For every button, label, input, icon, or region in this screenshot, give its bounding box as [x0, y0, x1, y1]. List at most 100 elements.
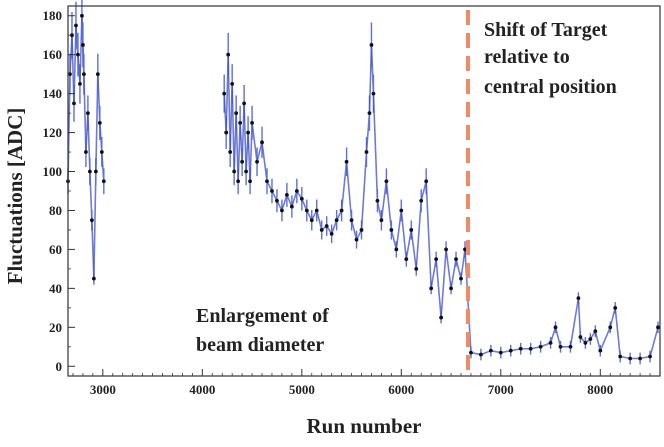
- series-segment: [350, 220, 358, 240]
- data-point: [593, 329, 598, 334]
- data-point: [656, 325, 660, 330]
- y-tick-label: 40: [49, 281, 62, 296]
- series-segment: [440, 249, 447, 318]
- data-point: [76, 52, 80, 57]
- data-point: [588, 337, 593, 341]
- data-point: [613, 305, 618, 310]
- data-point: [359, 228, 364, 232]
- data-point: [429, 286, 434, 291]
- x-tick-label: 4000: [189, 382, 215, 397]
- data-point: [558, 344, 563, 349]
- series-segment: [599, 327, 611, 351]
- y-tick-label: 120: [43, 125, 63, 140]
- data-point: [234, 111, 239, 116]
- data-point: [498, 350, 503, 355]
- series-segment: [554, 327, 562, 347]
- series-segment: [345, 161, 353, 221]
- data-point: [578, 335, 583, 339]
- data-point: [236, 179, 241, 184]
- data-point: [424, 179, 429, 184]
- data-point: [628, 356, 633, 361]
- series-segment: [649, 327, 659, 357]
- data-point: [414, 266, 419, 271]
- x-tick-label: 3000: [90, 382, 116, 397]
- data-point: [270, 189, 274, 193]
- series-segment: [455, 258, 462, 279]
- data-point: [371, 91, 376, 96]
- data-point: [289, 204, 294, 209]
- y-tick-label: 180: [43, 8, 63, 23]
- data-point: [379, 218, 384, 223]
- data-point: [583, 340, 588, 345]
- data-point: [280, 208, 284, 213]
- data-point: [101, 179, 106, 184]
- data-point: [434, 257, 439, 262]
- series-segment: [291, 190, 298, 207]
- data-point: [80, 13, 84, 18]
- series-segment: [372, 93, 379, 201]
- x-axis-label: Run number: [307, 414, 422, 438]
- series-segment: [609, 307, 617, 328]
- series-segment: [385, 181, 393, 231]
- y-tick-label: 0: [56, 359, 63, 374]
- series-segment: [577, 298, 582, 338]
- annotation-enlargement-line1: Enlargement of: [196, 305, 329, 327]
- data-point: [419, 198, 424, 203]
- data-point: [224, 130, 229, 135]
- data-point: [479, 352, 483, 357]
- data-point: [275, 198, 279, 203]
- data-point: [230, 81, 235, 86]
- data-point: [459, 276, 463, 281]
- data-point: [260, 140, 264, 145]
- series-segment: [231, 83, 235, 172]
- data-point: [294, 189, 299, 193]
- data-point: [375, 198, 380, 203]
- y-axis-ticks: 0 20 40 60 80 100 120 140 160 180: [43, 8, 75, 374]
- data-point: [309, 218, 314, 223]
- series-segment: [569, 297, 580, 347]
- data-point: [81, 43, 85, 47]
- data-point: [97, 120, 102, 125]
- series-segment: [286, 194, 293, 207]
- data-point: [319, 228, 324, 232]
- data-point: [369, 43, 374, 47]
- series-segment: [410, 229, 418, 269]
- data-point: [248, 179, 252, 184]
- data-point: [304, 208, 309, 213]
- data-point: [404, 257, 409, 262]
- data-point: [394, 247, 399, 252]
- series-segment: [301, 198, 308, 211]
- data-point: [99, 150, 104, 154]
- series-segment: [435, 259, 442, 318]
- series-segment: [420, 181, 427, 201]
- data-point: [84, 150, 88, 154]
- data-point: [618, 354, 623, 359]
- data-point: [91, 276, 96, 281]
- series-segment: [614, 307, 621, 357]
- x-tick-label: 5000: [289, 382, 315, 397]
- data-point: [238, 120, 243, 125]
- data-point: [444, 247, 448, 252]
- series-segment: [395, 210, 403, 250]
- data-points: [66, 0, 660, 365]
- data-point: [329, 231, 334, 236]
- data-point: [528, 346, 533, 351]
- series-segment: [340, 161, 348, 211]
- annotation-shift-line3: central position: [484, 76, 617, 98]
- data-point: [74, 23, 78, 28]
- data-point: [409, 228, 414, 232]
- data-point: [255, 159, 259, 164]
- data-point: [284, 192, 289, 197]
- data-point: [339, 208, 344, 213]
- data-point: [72, 101, 76, 106]
- annotation-shift-line2: relative to: [484, 46, 570, 68]
- series-segment: [425, 181, 432, 289]
- y-tick-label: 20: [49, 320, 62, 335]
- data-point: [463, 247, 467, 252]
- data-point: [82, 72, 86, 77]
- data-point: [232, 169, 237, 174]
- data-point: [389, 228, 394, 232]
- series-segment: [261, 142, 268, 182]
- data-point: [89, 218, 94, 223]
